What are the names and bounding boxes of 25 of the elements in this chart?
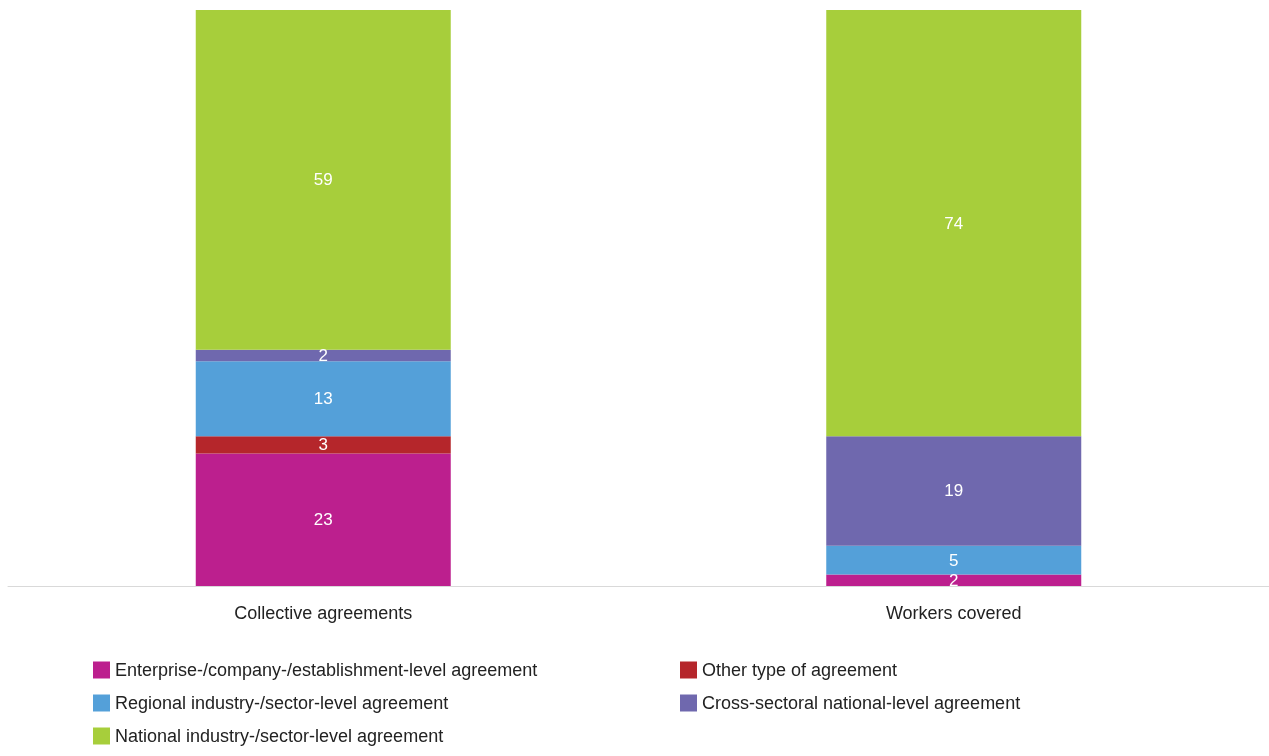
data-label: 5 (949, 550, 959, 570)
legend-label: Regional industry-/sector-level agreement (115, 693, 449, 713)
bar (826, 10, 1082, 437)
legend-label: Cross-sectoral national-level agreement (702, 693, 1021, 713)
bar (826, 545, 1082, 575)
bar (826, 436, 1082, 546)
bar (195, 453, 451, 586)
data-label: 74 (944, 213, 964, 233)
x-tick-label: Collective agreements (234, 603, 413, 623)
legend-label: Other type of agreement (702, 660, 898, 680)
data-label: 13 (313, 389, 333, 409)
data-label: 3 (318, 435, 328, 455)
data-label: 19 (944, 481, 964, 501)
bar (195, 361, 451, 437)
legend-label: National industry-/sector-level agreement (115, 726, 444, 746)
bar (195, 436, 451, 454)
data-label: 2 (949, 570, 959, 590)
data-label: 59 (313, 170, 333, 190)
legend-label: Enterprise-/company-/establishment-level agreement (115, 660, 538, 680)
data-label: 2 (318, 346, 328, 366)
x-tick-label: Workers covered (885, 603, 1022, 623)
bar (195, 10, 451, 350)
bar (195, 349, 451, 362)
bar (826, 574, 1082, 586)
data-label: 23 (313, 510, 333, 530)
